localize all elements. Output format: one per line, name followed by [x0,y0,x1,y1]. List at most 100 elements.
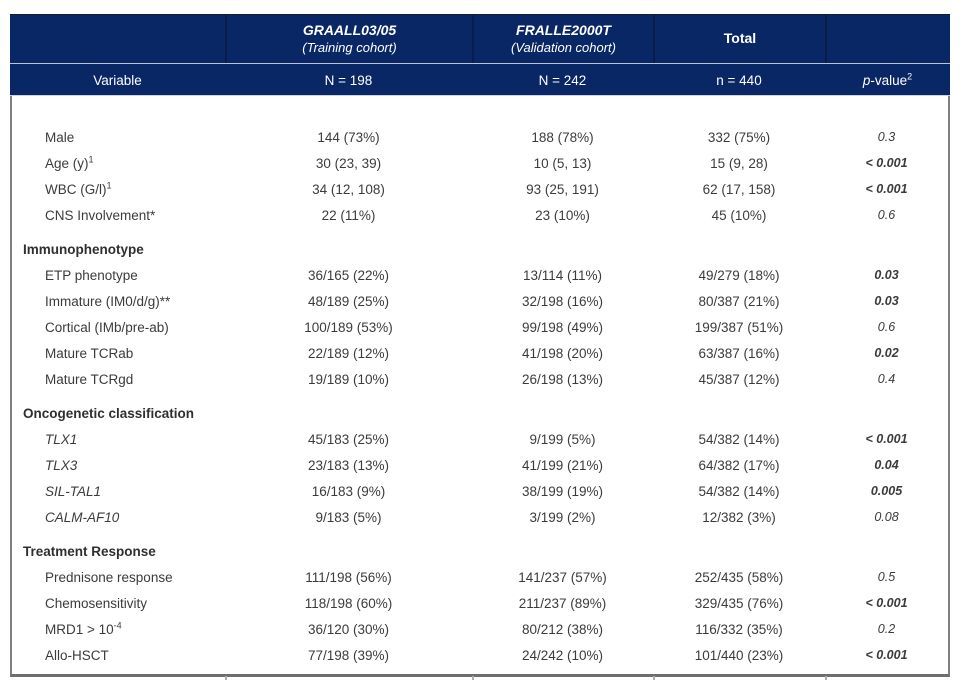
row-label-text: Cortical (IMb/pre-ab) [45,319,169,335]
data-row: MRD1 > 10-4 36/120 (30%) 80/212 (38%) 116/3… [12,616,948,642]
validation-value: 13/114 (11%) [522,267,603,283]
training-cohort-subtitle: (Training cohort) [302,39,397,55]
total-value: 54/382 (14%) [698,431,780,447]
p-value: < 0.001 [865,182,908,196]
header-validation-cohort: FRALLE2000T (Validation cohort) [472,15,653,63]
data-row: Allo-HSCT 77/198 (39%) 24/242 (10%) 101/440… [12,642,948,668]
training-value: 48/189 (25%) [307,293,390,309]
row-label-superscript: -4 [113,620,122,630]
total-value: 63/387 (16%) [698,345,780,361]
header-total-cell: Total [653,15,825,63]
data-row: Chemosensitivity 118/198 (60%) 211/237 (89… [12,590,948,616]
validation-value: 10 (5, 13) [533,155,592,171]
row-label: Age (y)1 [12,154,225,171]
header-n-row: Variable N = 198 N = 242 n = 440 p-value… [10,64,950,96]
total-value: 116/332 (35%) [695,621,783,637]
row-label: Immature (IM0/d/g)** [12,294,225,309]
header-empty-cell-right [825,15,950,63]
p-value: 0.6 [877,208,896,222]
section-header-row: Oncogenetic classification [12,400,948,426]
total-value: 12/382 (3%) [702,509,776,525]
table-header: GRAALL03/05 (Training cohort) FRALLE2000… [10,14,950,96]
section-title: Treatment Response [12,544,225,559]
validation-value: 141/237 (57%) [518,569,607,585]
total-value: 101/440 (23%) [694,647,784,663]
validation-value: 24/242 (10%) [521,647,604,663]
training-value: 22/189 (12%) [307,345,390,361]
total-value: 252/435 (58%) [694,569,784,585]
section-title: Immunophenotype [12,242,225,257]
row-label: CALM-AF10 [12,510,225,525]
row-label: Prednisone response [12,570,225,585]
row-label: Chemosensitivity [12,596,225,611]
training-value: 36/120 (30%) [307,621,390,637]
data-row: Mature TCRgd 19/189 (10%) 26/198 (13%) 45/3… [12,366,948,392]
row-label: Male [12,130,225,145]
row-label-text: Immunophenotype [23,241,144,257]
data-row: TLX3 23/183 (13%) 41/199 (21%) 64/382 (17%)… [12,452,948,478]
validation-cohort-name: FRALLE2000T [516,22,611,39]
training-value: 144 (73%) [317,129,380,145]
data-row: WBC (G/l)1 34 (12, 108) 93 (25, 191) 62 (17… [12,176,948,202]
training-value: 111/198 (56%) [305,569,392,585]
row-label-text: CNS Involvement* [45,207,156,223]
row-label-text: Oncogenetic classification [23,405,195,421]
row-label: Mature TCRab [12,346,225,361]
validation-value: 23 (10%) [535,207,590,223]
validation-value: 80/212 (38%) [521,621,604,637]
p-value: < 0.001 [865,648,908,662]
total-value: 45 (10%) [711,207,767,223]
p-value: 0.005 [870,484,903,498]
validation-value: 32/198 (16%) [521,293,604,309]
row-label-text: Mature TCRgd [45,371,134,387]
validation-n-label: N = 242 [538,72,587,88]
row-label-text: SIL-TAL1 [45,483,102,499]
total-value: 62 (17, 158) [702,181,776,197]
row-label-text: ETP phenotype [45,267,138,283]
total-value: 64/382 (17%) [698,457,780,473]
cohort-comparison-table: GRAALL03/05 (Training cohort) FRALLE2000… [10,14,950,677]
data-row: SIL-TAL1 16/183 (9%) 38/199 (19%) 54/382 (1… [12,478,948,504]
total-value: 54/382 (14%) [698,483,780,499]
p-value: 0.03 [874,268,899,282]
total-column-label: Total [723,30,757,47]
training-value: 22 (11%) [321,207,376,223]
row-label-text: MRD1 > 10 [45,621,114,637]
total-value: 45/387 (12%) [698,371,780,387]
section-title: Oncogenetic classification [12,406,225,421]
row-label-superscript: 1 [88,154,94,164]
variable-column-label: Variable [93,72,142,88]
row-label-text: Male [45,129,75,145]
row-label: ETP phenotype [12,268,225,283]
header-training-cohort: GRAALL03/05 (Training cohort) [225,15,472,63]
validation-value: 99/198 (49%) [521,319,604,335]
training-value: 19/189 (10%) [307,371,390,387]
p-value: 0.4 [877,372,896,386]
row-label-text: WBC (G/l) [45,181,107,197]
validation-value: 38/199 (19%) [521,483,604,499]
p-value: 0.3 [877,130,896,144]
pvalue-column-label: p-value2 [825,72,950,88]
total-value: 15 (9, 28) [710,155,768,171]
row-label-text: TLX3 [45,457,78,473]
row-label-text: Treatment Response [23,543,156,559]
row-label: WBC (G/l)1 [12,181,225,197]
total-value: 329/435 (76%) [694,595,784,611]
total-value: 49/279 (18%) [698,267,780,283]
p-value: 0.6 [877,320,896,334]
row-label-text: Prednisone response [45,569,173,585]
validation-value: 9/199 (5%) [529,431,596,447]
training-value: 36/165 (22%) [307,267,390,283]
training-n-label: N = 198 [324,72,373,88]
p-value: 0.2 [877,622,896,636]
p-value: 0.04 [874,458,899,472]
row-label-text: Chemosensitivity [45,595,148,611]
training-cohort-name: GRAALL03/05 [302,22,397,39]
validation-value: 3/199 (2%) [529,509,596,525]
p-value: 0.08 [874,510,899,524]
header-cohort-row: GRAALL03/05 (Training cohort) FRALLE2000… [10,15,950,64]
p-value: 0.02 [874,346,899,360]
p-value: < 0.001 [865,596,908,610]
column-tick [653,676,655,680]
